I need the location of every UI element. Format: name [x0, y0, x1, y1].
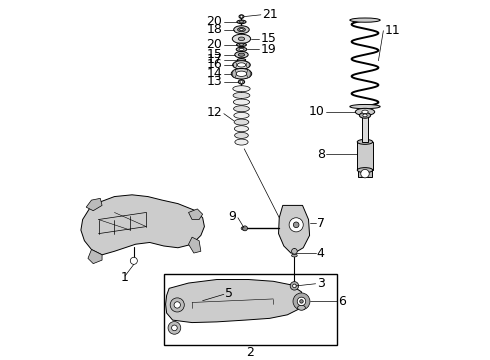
Ellipse shape — [233, 99, 249, 105]
Text: 17: 17 — [207, 54, 222, 67]
Ellipse shape — [232, 34, 251, 44]
Text: 19: 19 — [260, 43, 276, 56]
Ellipse shape — [233, 61, 250, 69]
Text: 15: 15 — [207, 48, 222, 61]
Ellipse shape — [233, 86, 250, 92]
Text: 20: 20 — [207, 15, 222, 28]
Circle shape — [240, 80, 243, 83]
Circle shape — [240, 15, 243, 18]
Bar — [357, 142, 373, 170]
Circle shape — [292, 248, 297, 254]
Ellipse shape — [297, 305, 305, 310]
Bar — [164, 274, 337, 345]
Text: 10: 10 — [309, 105, 325, 118]
Bar — [358, 169, 372, 177]
Ellipse shape — [234, 126, 248, 132]
Circle shape — [361, 170, 369, 178]
Bar — [362, 116, 368, 142]
Ellipse shape — [234, 26, 249, 33]
Ellipse shape — [239, 15, 244, 18]
Ellipse shape — [235, 139, 248, 145]
Ellipse shape — [234, 119, 249, 125]
Polygon shape — [189, 237, 201, 253]
Ellipse shape — [235, 132, 248, 138]
Ellipse shape — [350, 104, 380, 109]
Text: 9: 9 — [229, 210, 237, 223]
Circle shape — [294, 222, 299, 228]
Text: 16: 16 — [207, 58, 222, 71]
Circle shape — [297, 297, 306, 306]
Ellipse shape — [236, 71, 247, 76]
Circle shape — [168, 321, 181, 334]
Ellipse shape — [233, 93, 250, 98]
Circle shape — [293, 284, 296, 288]
Ellipse shape — [236, 47, 247, 51]
Ellipse shape — [292, 254, 297, 257]
Circle shape — [290, 282, 298, 290]
Circle shape — [174, 302, 180, 308]
Circle shape — [170, 298, 184, 312]
Ellipse shape — [357, 139, 373, 144]
Ellipse shape — [237, 20, 246, 24]
Ellipse shape — [234, 106, 249, 112]
Circle shape — [243, 226, 247, 231]
Text: 5: 5 — [224, 287, 233, 300]
Text: 8: 8 — [317, 148, 325, 161]
Ellipse shape — [241, 226, 247, 230]
Text: 3: 3 — [317, 276, 324, 289]
Polygon shape — [81, 195, 204, 255]
Polygon shape — [88, 249, 102, 264]
Ellipse shape — [233, 70, 236, 78]
Text: 1: 1 — [121, 271, 128, 284]
Text: 18: 18 — [207, 23, 222, 36]
Polygon shape — [166, 279, 303, 323]
Text: 7: 7 — [317, 217, 325, 230]
Ellipse shape — [239, 48, 244, 50]
Ellipse shape — [238, 80, 245, 84]
Ellipse shape — [238, 27, 245, 32]
Text: 11: 11 — [385, 24, 400, 37]
Ellipse shape — [234, 112, 249, 118]
Circle shape — [130, 257, 137, 264]
Text: 14: 14 — [207, 67, 222, 80]
Text: 6: 6 — [338, 295, 346, 308]
Ellipse shape — [238, 53, 245, 56]
Ellipse shape — [247, 70, 250, 78]
Ellipse shape — [235, 51, 248, 58]
Ellipse shape — [234, 62, 237, 68]
Polygon shape — [189, 209, 203, 220]
Text: 12: 12 — [207, 107, 222, 120]
Ellipse shape — [359, 113, 370, 118]
Text: 13: 13 — [207, 75, 222, 88]
Text: 21: 21 — [262, 8, 278, 21]
Ellipse shape — [237, 63, 245, 67]
Polygon shape — [278, 206, 310, 253]
Text: 15: 15 — [260, 32, 276, 45]
Circle shape — [293, 293, 310, 310]
Polygon shape — [86, 198, 102, 211]
Circle shape — [172, 325, 177, 331]
Ellipse shape — [246, 62, 249, 68]
Ellipse shape — [362, 110, 368, 114]
Ellipse shape — [239, 21, 244, 23]
Ellipse shape — [237, 59, 245, 62]
Text: 4: 4 — [317, 247, 324, 260]
Ellipse shape — [363, 114, 367, 117]
Ellipse shape — [238, 37, 245, 41]
Ellipse shape — [239, 44, 244, 46]
Ellipse shape — [237, 43, 246, 46]
Ellipse shape — [240, 28, 243, 31]
Ellipse shape — [231, 68, 252, 79]
Circle shape — [289, 218, 303, 232]
Text: 20: 20 — [207, 38, 222, 51]
Ellipse shape — [357, 168, 373, 172]
Ellipse shape — [350, 18, 380, 22]
Ellipse shape — [355, 108, 375, 116]
Text: 2: 2 — [246, 346, 254, 359]
Circle shape — [300, 300, 303, 303]
